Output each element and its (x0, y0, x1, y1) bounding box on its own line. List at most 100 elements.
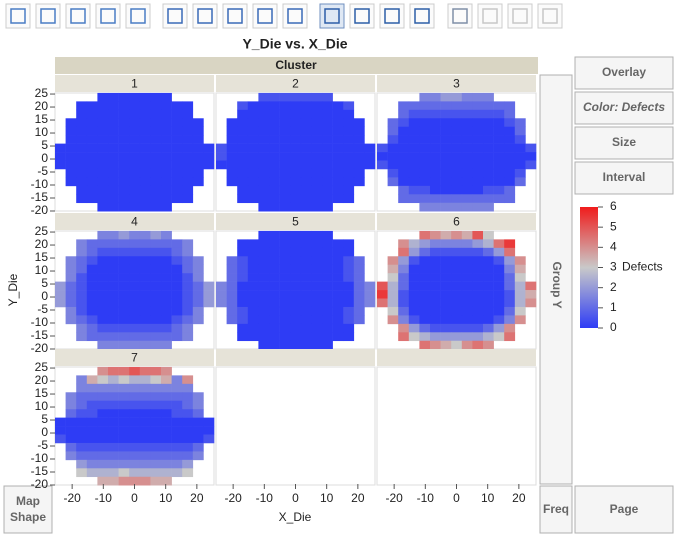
heat-cell (129, 185, 141, 195)
toolbar-icon[interactable] (65, 3, 91, 29)
toolbar-glyph[interactable] (414, 8, 430, 24)
toolbar-glyph[interactable] (354, 8, 370, 24)
toolbar-glyph[interactable] (452, 8, 468, 24)
size-zone[interactable] (574, 126, 674, 160)
toolbar-glyph[interactable] (40, 8, 56, 24)
toolbar-glyph[interactable] (482, 8, 498, 24)
heat-cell (97, 230, 109, 240)
toolbar-icon[interactable] (125, 3, 151, 29)
toolbar-icon[interactable] (5, 3, 31, 29)
overlay-label[interactable]: Overlay (602, 65, 646, 79)
heat-cell (129, 92, 141, 102)
freq-zone[interactable] (539, 485, 573, 534)
toolbar-icon[interactable] (507, 3, 533, 29)
toolbar-icon[interactable] (319, 3, 345, 29)
heat-cell (343, 152, 355, 161)
heat-cell (514, 177, 526, 187)
heat-cell (343, 306, 355, 316)
interval-zone[interactable] (574, 161, 674, 195)
heat-cell (226, 281, 238, 291)
map-shape-label[interactable]: Map (16, 494, 40, 508)
heat-cell (171, 101, 183, 111)
toolbar-icon[interactable] (409, 3, 435, 29)
heat-cell (86, 383, 98, 393)
toolbar-icon[interactable] (35, 3, 61, 29)
toolbar-glyph[interactable] (100, 8, 116, 24)
color-zone[interactable] (574, 91, 674, 125)
heat-cell (322, 92, 333, 102)
toolbar-glyph[interactable] (167, 8, 183, 24)
heat-cell (258, 177, 270, 187)
heat-cell (430, 239, 441, 249)
heat-cell (226, 298, 238, 308)
heat-cell (451, 315, 463, 325)
toolbar-glyph[interactable] (227, 8, 243, 24)
toolbar-glyph[interactable] (287, 8, 303, 24)
toolbar-icon[interactable] (349, 3, 375, 29)
toolbar-icon[interactable] (282, 3, 308, 29)
heat-cell (472, 239, 484, 249)
toolbar-glyph[interactable] (542, 8, 558, 24)
heat-cell (258, 230, 270, 240)
panel (215, 366, 376, 486)
heat-cell (451, 256, 463, 266)
toolbar-icon[interactable] (95, 3, 121, 29)
heat-cell (182, 417, 194, 427)
heat-cell (398, 239, 410, 249)
toolbar-icon[interactable] (162, 3, 188, 29)
toolbar-icon[interactable] (477, 3, 503, 29)
y-tick-label: 20 (35, 99, 49, 113)
heat-cell (150, 118, 162, 128)
toolbar-icon[interactable] (379, 3, 405, 29)
heat-cell (461, 340, 473, 350)
heat-cell (118, 442, 130, 452)
heat-cell (139, 256, 151, 266)
map-shape-zone[interactable] (3, 485, 53, 534)
group-y-label[interactable]: Group Y (550, 261, 564, 308)
page-zone[interactable] (574, 485, 674, 534)
freq-label[interactable]: Freq (543, 502, 569, 516)
heat-cell (493, 118, 505, 128)
group-y-zone[interactable] (539, 74, 573, 485)
heat-cell (65, 152, 77, 161)
heat-cell (322, 177, 333, 187)
heat-cell (118, 281, 130, 291)
toolbar-icon[interactable] (537, 3, 563, 29)
toolbar-icon[interactable] (252, 3, 278, 29)
heat-cell (343, 160, 355, 170)
toolbar-glyph[interactable] (70, 8, 86, 24)
map-shape-label[interactable]: Shape (10, 510, 46, 524)
toolbar-icon[interactable] (222, 3, 248, 29)
heat-cell (118, 468, 130, 478)
heat-cell (171, 118, 183, 128)
heat-cell (237, 168, 249, 178)
heat-cell (504, 323, 516, 333)
toolbar-glyph[interactable] (130, 8, 146, 24)
heat-cell (322, 160, 333, 170)
heat-cell (300, 273, 312, 282)
toolbar-glyph[interactable] (197, 8, 213, 24)
toolbar-glyph[interactable] (257, 8, 273, 24)
heat-cell (258, 315, 270, 325)
heat-cell (97, 375, 109, 385)
heat-cell (269, 118, 280, 128)
toolbar-icon[interactable] (192, 3, 218, 29)
toolbar-glyph[interactable] (512, 8, 528, 24)
toolbar-icon[interactable] (447, 3, 473, 29)
interval-label[interactable]: Interval (603, 170, 646, 184)
toolbar-glyph[interactable] (324, 8, 340, 24)
heat-cell (139, 273, 151, 282)
toolbar-glyph[interactable] (384, 8, 400, 24)
heat-cell (258, 143, 270, 153)
heat-cell (118, 290, 130, 299)
heat-cell (65, 400, 77, 410)
heat-cell (472, 256, 484, 266)
page-label[interactable]: Page (610, 502, 639, 516)
panel-header (55, 213, 214, 230)
color-label[interactable]: Color: Defects (583, 100, 665, 114)
toolbar-glyph[interactable] (10, 8, 26, 24)
overlay-zone[interactable] (574, 56, 674, 90)
heat-cell (525, 281, 537, 291)
heat-cell (398, 256, 410, 266)
size-label[interactable]: Size (612, 135, 636, 149)
